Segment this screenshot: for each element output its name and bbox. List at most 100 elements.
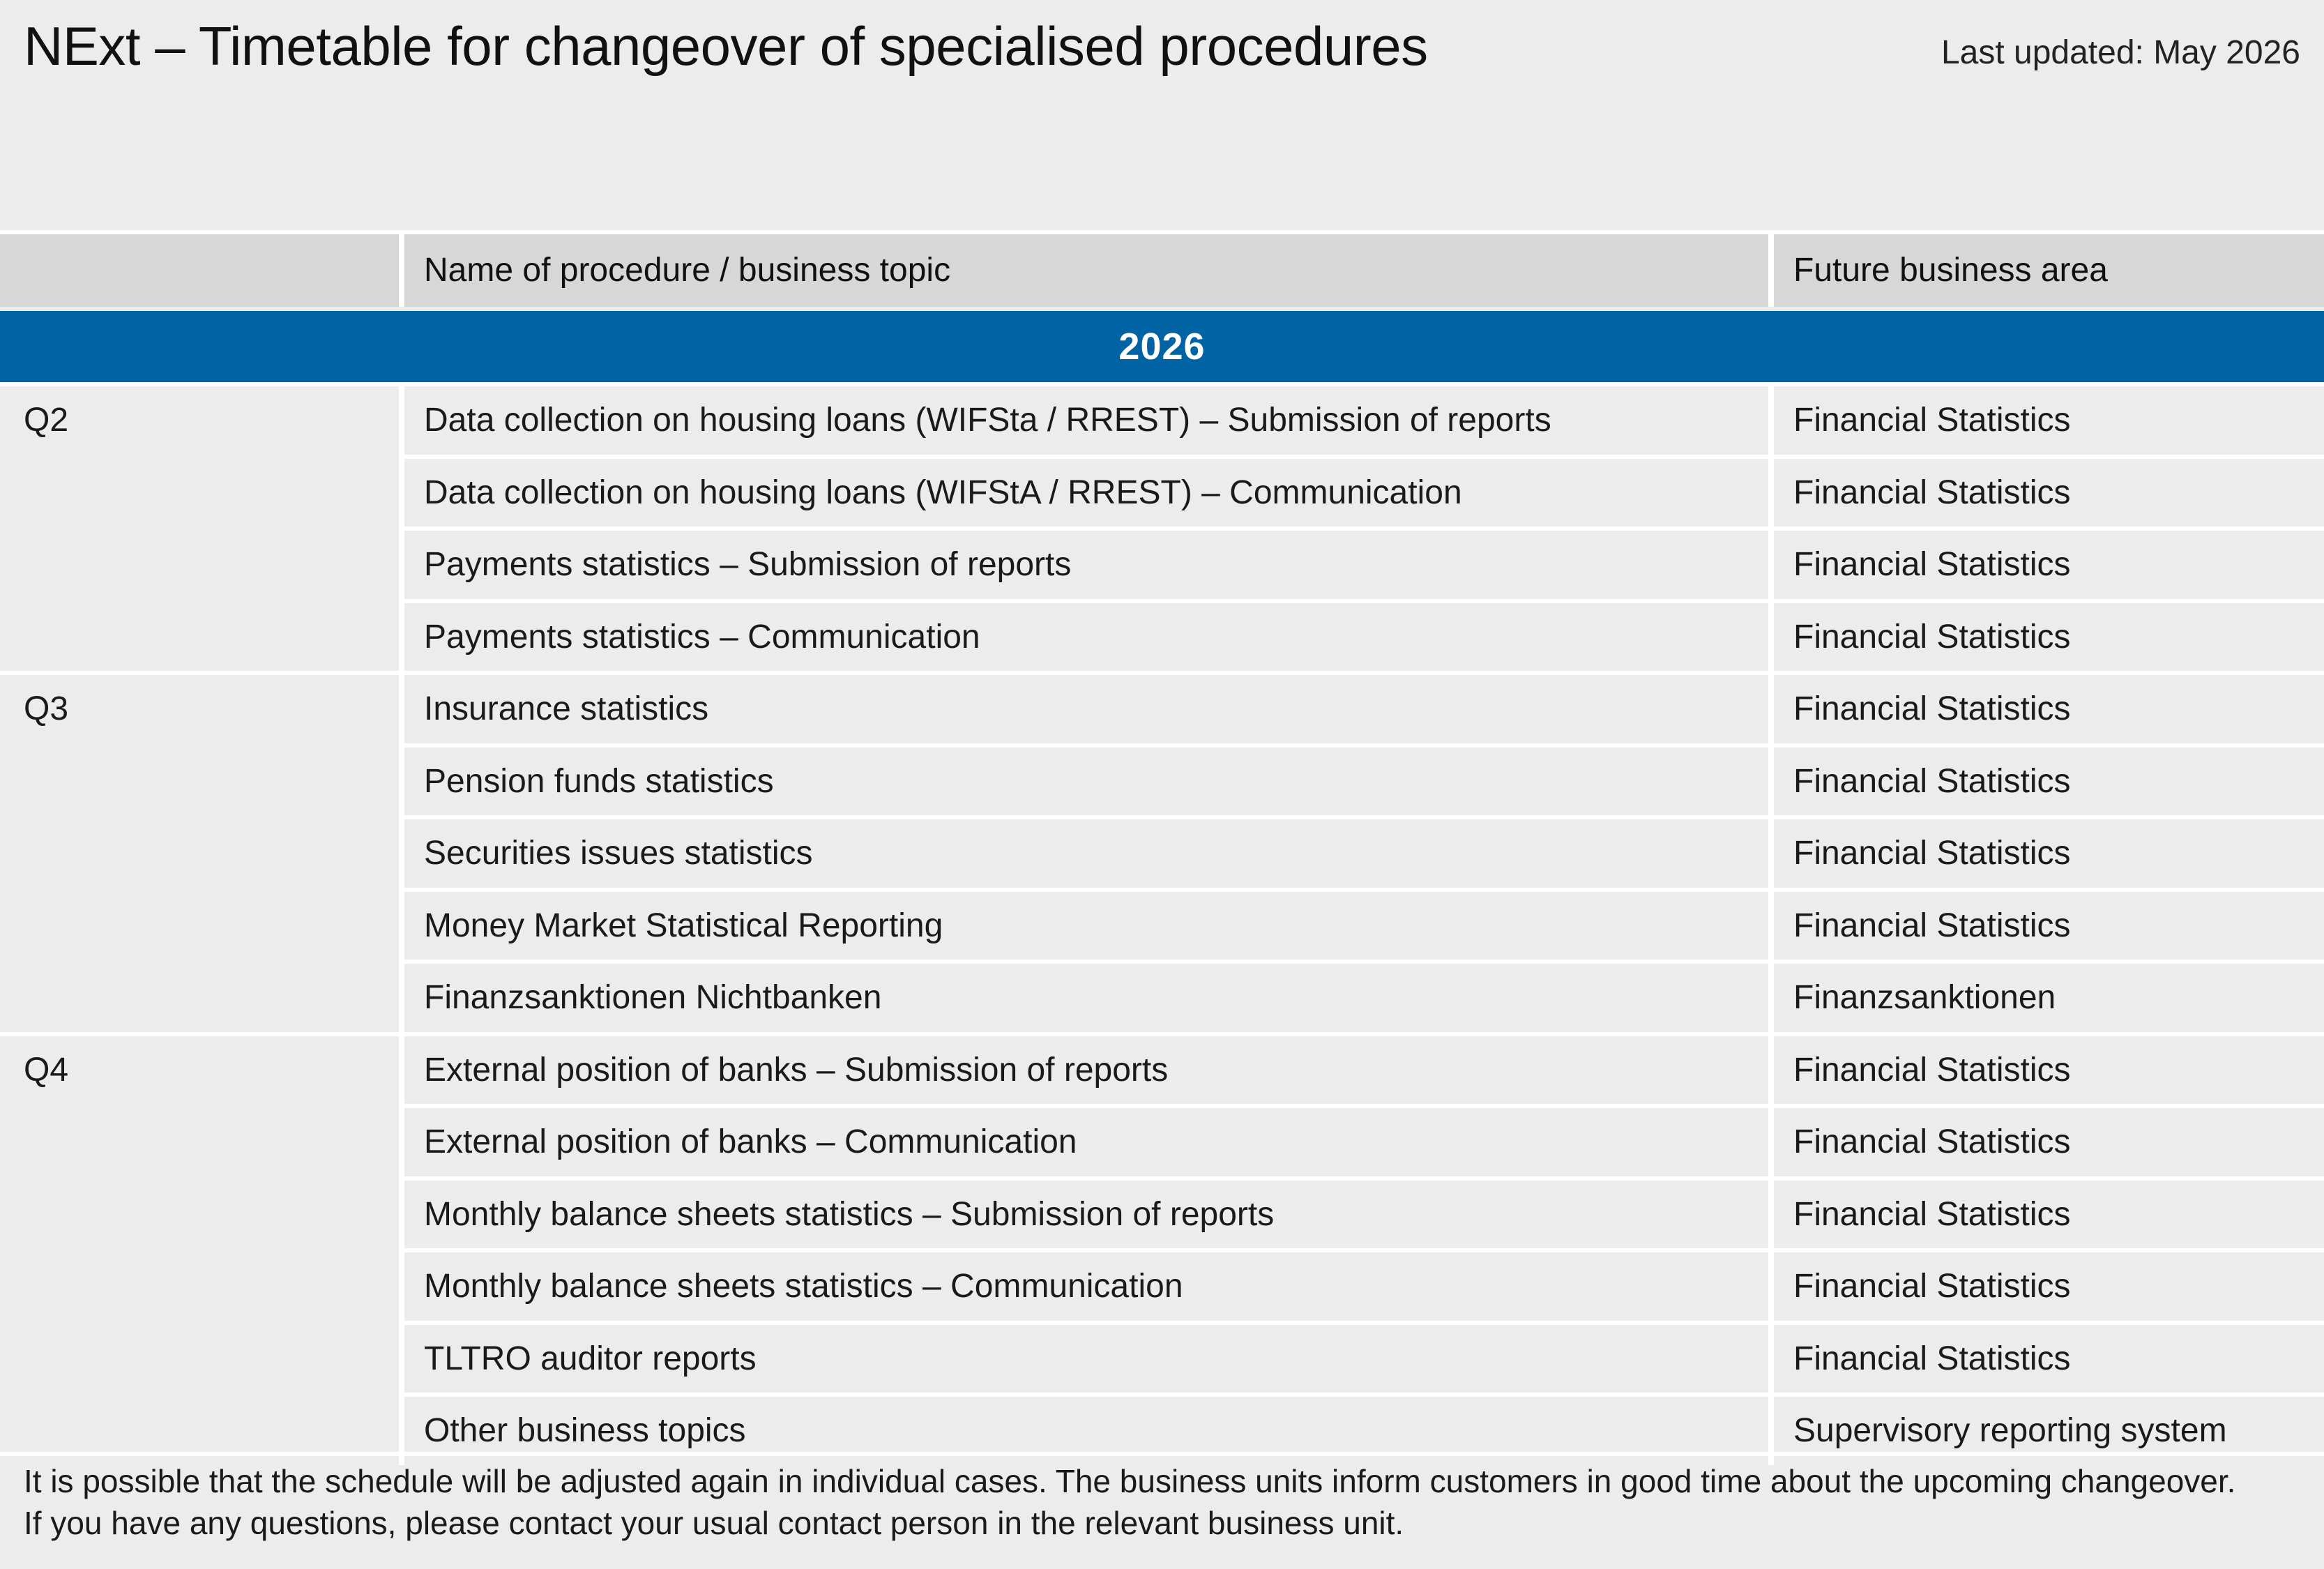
year-band: 2026 <box>0 311 2324 382</box>
column-divider <box>399 386 404 455</box>
business-area-cell: Financial Statistics <box>1793 1123 2071 1160</box>
table-row: Monthly balance sheets statistics – Comm… <box>0 1248 2324 1321</box>
table-row: Payments statistics – Submission of repo… <box>0 526 2324 599</box>
column-divider <box>399 747 404 815</box>
column-divider <box>1768 747 1774 815</box>
column-divider <box>1768 1180 1774 1248</box>
quarter-cell <box>0 531 399 599</box>
column-divider <box>399 819 404 888</box>
table-header-row: Name of procedure / business topic Futur… <box>0 230 2324 307</box>
business-area-cell: Financial Statistics <box>1793 618 2071 655</box>
last-updated-label: Last updated: May 2026 <box>1941 34 2300 71</box>
table-row: Monthly balance sheets statistics – Subm… <box>0 1176 2324 1249</box>
quarter-cell <box>0 819 399 888</box>
quarter-cell <box>0 1181 399 1249</box>
column-divider <box>1768 1324 1774 1393</box>
column-divider <box>1768 675 1774 743</box>
footer-note: It is possible that the schedule will be… <box>24 1460 2235 1544</box>
quarter-cell <box>0 1325 399 1393</box>
quarter-group-filler <box>0 815 399 819</box>
business-area-cell: Financial Statistics <box>1793 402 2071 439</box>
column-divider <box>399 1324 404 1393</box>
quarter-cell <box>0 892 399 960</box>
procedure-cell: Payments statistics – Communication <box>424 618 980 655</box>
table-row: TLTRO auditor reports Financial Statistic… <box>0 1320 2324 1393</box>
column-divider <box>1768 386 1774 455</box>
column-divider <box>1768 602 1774 671</box>
column-divider <box>399 964 404 1032</box>
business-area-cell: Financial Statistics <box>1793 690 2071 727</box>
column-header-procedure: Name of procedure / business topic <box>424 252 951 289</box>
quarter-cell <box>0 1252 399 1321</box>
column-divider <box>399 891 404 960</box>
procedure-cell: Pension funds statistics <box>424 762 774 800</box>
quarter-cell: Q2 <box>24 402 69 439</box>
business-area-cell: Financial Statistics <box>1793 835 2071 872</box>
business-area-cell: Supervisory reporting system <box>1793 1412 2227 1449</box>
footer-line-1: It is possible that the schedule will be… <box>24 1463 2236 1499</box>
column-divider <box>399 602 404 671</box>
table-row: External position of banks – Communicati… <box>0 1104 2324 1176</box>
column-divider <box>1768 1252 1774 1321</box>
business-area-cell: Finanzsanktionen <box>1793 979 2056 1016</box>
table-row: Pension funds statistics Financial Statis… <box>0 743 2324 816</box>
column-divider <box>1768 891 1774 960</box>
column-divider <box>399 1252 404 1321</box>
quarter-cell: Q4 <box>24 1051 69 1089</box>
column-divider <box>399 1180 404 1248</box>
table-row: Q3 Insurance statistics Financial Statisti… <box>0 671 2324 743</box>
column-header-business-area: Future business area <box>1793 252 2108 289</box>
quarter-group-filler <box>0 1320 399 1325</box>
column-divider <box>1768 1397 1774 1465</box>
procedure-cell: Monthly balance sheets statistics – Comm… <box>424 1268 1183 1305</box>
quarter-group-filler <box>0 743 399 748</box>
column-divider <box>399 234 404 307</box>
quarter-cell <box>0 603 399 672</box>
business-area-cell: Financial Statistics <box>1793 1268 2071 1305</box>
footer-divider <box>0 1452 2324 1456</box>
column-divider <box>1768 819 1774 888</box>
column-divider <box>399 1108 404 1176</box>
column-divider <box>1768 1036 1774 1104</box>
quarter-cell <box>0 964 399 1032</box>
quarter-cell <box>0 748 399 816</box>
procedure-cell: Monthly balance sheets statistics – Subm… <box>424 1195 1275 1233</box>
quarter-group-filler <box>0 454 399 459</box>
table-row: Money Market Statistical Reporting Financ… <box>0 887 2324 960</box>
procedure-cell: External position of banks – Submission … <box>424 1051 1169 1089</box>
timetable: Name of procedure / business topic Futur… <box>0 230 2324 1465</box>
quarter-cell <box>0 1108 399 1176</box>
column-divider <box>1768 234 1774 307</box>
procedure-cell: External position of banks – Communicati… <box>424 1123 1077 1160</box>
table-row: Q2 Data collection on housing loans (WIFS… <box>0 382 2324 455</box>
business-area-cell: Financial Statistics <box>1793 907 2071 944</box>
table-row: Securities issues statistics Financial St… <box>0 815 2324 888</box>
quarter-cell: Q3 <box>24 690 69 727</box>
quarter-group-filler <box>0 1393 399 1397</box>
procedure-cell: Data collection on housing loans (WIFSta… <box>424 402 1551 439</box>
table-body: Q2 Data collection on housing loans (WIFS… <box>0 382 2324 1465</box>
column-divider <box>399 675 404 743</box>
column-divider <box>1768 531 1774 599</box>
procedure-cell: Payments statistics – Submission of repo… <box>424 546 1072 583</box>
quarter-group-filler <box>0 1248 399 1252</box>
business-area-cell: Financial Statistics <box>1793 1195 2071 1233</box>
table-row: Q4 External position of banks – Submissio… <box>0 1031 2324 1104</box>
column-divider <box>399 458 404 526</box>
table-row: Data collection on housing loans (WIFStA… <box>0 454 2324 527</box>
table-row: Other business topics Supervisory reporti… <box>0 1393 2324 1465</box>
procedure-cell: Insurance statistics <box>424 690 709 727</box>
page-title: NExt – Timetable for changeover of speci… <box>24 15 1428 77</box>
table-row: Payments statistics – Communication Finan… <box>0 598 2324 672</box>
quarter-group-filler <box>0 887 399 892</box>
quarter-cell <box>0 459 399 527</box>
column-divider <box>1768 1108 1774 1176</box>
business-area-cell: Financial Statistics <box>1793 1340 2071 1377</box>
business-area-cell: Financial Statistics <box>1793 762 2071 800</box>
business-area-cell: Financial Statistics <box>1793 546 2071 583</box>
footer-line-2: If you have any questions, please contac… <box>24 1505 1404 1541</box>
quarter-group-filler <box>0 960 399 964</box>
quarter-group-filler <box>0 526 399 531</box>
column-divider <box>399 531 404 599</box>
quarter-group-filler <box>0 598 399 603</box>
